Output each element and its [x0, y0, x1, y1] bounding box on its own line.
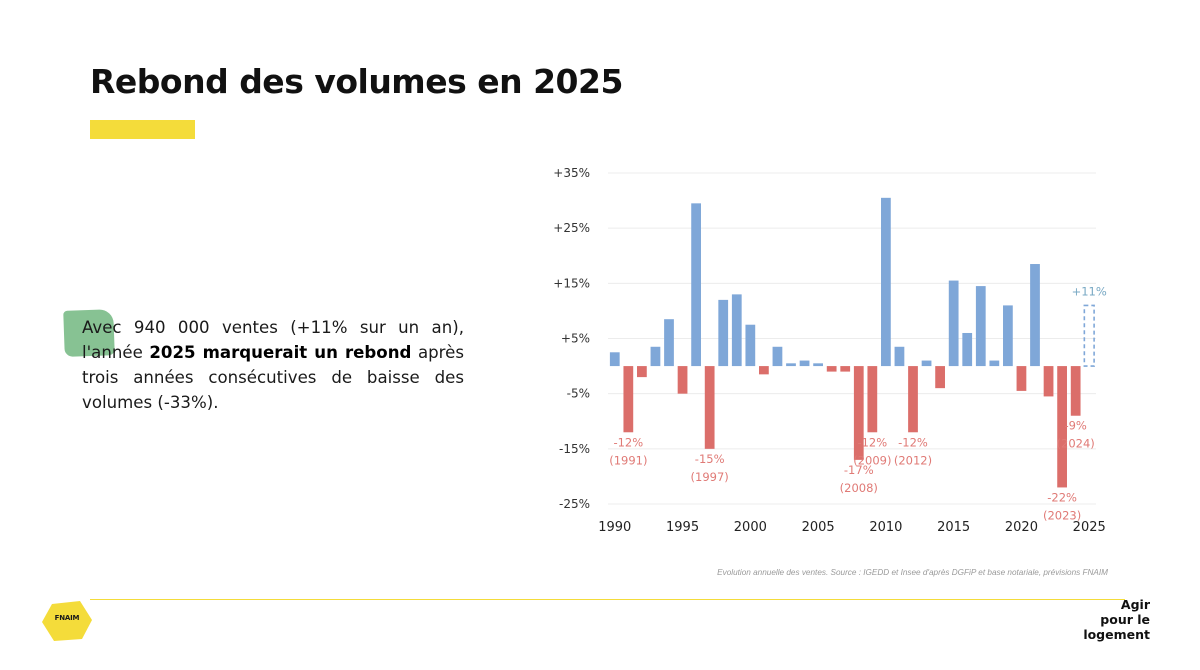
- bar-annotation: -12%: [898, 435, 928, 449]
- bar-annotation: (2009): [853, 453, 891, 467]
- y-tick-label: -5%: [567, 387, 590, 401]
- body-text-part2: après trois années consécutives de baiss…: [82, 343, 464, 412]
- x-tick-label: 2000: [734, 520, 767, 535]
- tagline-line-3: logement: [1083, 627, 1150, 642]
- y-tick-label: +35%: [553, 166, 590, 180]
- x-tick-label: 2025: [1073, 520, 1106, 535]
- bar-annotation: (2012): [894, 453, 932, 467]
- bar-annotation: (1997): [691, 470, 729, 484]
- bar: [826, 366, 837, 372]
- title-accent-bar: [90, 120, 195, 139]
- bar: [772, 346, 783, 367]
- bar: [853, 366, 864, 460]
- bar: [731, 294, 742, 367]
- bar: [759, 366, 769, 375]
- footer-divider: [90, 599, 1125, 600]
- x-tick-label: 1995: [666, 520, 699, 535]
- sales-volume-chart: -25% -15% -5% +5% +15% +25% +35% 1990 1995 2000 20…: [553, 166, 1107, 535]
- bar-annotation: -9%: [1064, 419, 1086, 433]
- bar-annotation: (2023): [1043, 508, 1081, 522]
- bar: [921, 360, 932, 367]
- body-text-bold: 2025 marquerait un rebond: [149, 343, 412, 362]
- bar: [948, 280, 959, 367]
- bar: [1003, 305, 1013, 367]
- bar: [1043, 366, 1054, 397]
- y-tick-label: -15%: [559, 442, 590, 456]
- y-tick-label: +15%: [553, 276, 590, 290]
- logo-text: FNAIM: [54, 614, 80, 622]
- slide-title: Rebond des volumes en 2025: [90, 62, 623, 101]
- logo-hexagon-icon: [42, 601, 92, 641]
- bar-annotation: -22%: [1047, 490, 1077, 504]
- bar: [1057, 366, 1067, 488]
- bar-annotation: -12%: [857, 435, 887, 449]
- bar: [704, 366, 715, 449]
- bar: [799, 360, 810, 367]
- bar: [840, 366, 851, 372]
- bar: [962, 332, 973, 367]
- chart-source: Evolution annuelle des ventes. Source : …: [717, 568, 1108, 577]
- bar: [1016, 366, 1027, 391]
- bar: [786, 363, 796, 367]
- x-tick-label: 1990: [598, 520, 631, 535]
- tagline-line-1: Agir: [1120, 597, 1150, 612]
- bar-annotation: -17%: [844, 463, 874, 477]
- bar: [975, 286, 986, 367]
- x-tick-label: 2015: [937, 520, 970, 535]
- tagline-line-2: pour le: [1100, 612, 1150, 627]
- bar-annotation: -12%: [613, 435, 643, 449]
- y-tick-label: -25%: [559, 497, 590, 511]
- bar: [867, 366, 878, 433]
- bar: [935, 366, 945, 389]
- y-tick-label: +25%: [553, 221, 590, 235]
- bar: [637, 366, 647, 378]
- x-tick-label: 2010: [869, 520, 902, 535]
- bar: [691, 203, 701, 367]
- bar: [664, 319, 674, 367]
- bar: [650, 346, 661, 367]
- x-tick-label: 2005: [802, 520, 835, 535]
- bar: [894, 346, 905, 367]
- bar-projected: [1083, 304, 1095, 367]
- bar: [677, 366, 688, 394]
- bar: [989, 360, 1000, 367]
- y-tick-label: +5%: [561, 332, 590, 346]
- bar: [718, 299, 729, 367]
- bar: [813, 363, 823, 367]
- footer-tagline: Agir pour le logement: [1083, 597, 1150, 642]
- x-tick-label: 2020: [1005, 520, 1038, 535]
- bar: [1070, 366, 1081, 416]
- bar: [908, 366, 918, 433]
- bar-annotation: (2008): [840, 481, 878, 495]
- body-text-part1: Avec 940 000 ventes (+11% sur un an), l'…: [82, 318, 464, 362]
- bar-annotation: (1991): [609, 453, 647, 467]
- bar: [623, 366, 634, 433]
- bar: [1030, 264, 1040, 367]
- bar: [745, 324, 756, 367]
- bar: [881, 197, 891, 367]
- body-text: Avec 940 000 ventes (+11% sur un an), l'…: [82, 315, 464, 415]
- bar-annotation: -15%: [695, 452, 725, 466]
- bar-annotation: +11%: [1072, 284, 1107, 298]
- bar-annotation: (2024): [1057, 437, 1095, 451]
- fnaim-logo: FNAIM: [40, 600, 94, 642]
- bar: [609, 352, 620, 367]
